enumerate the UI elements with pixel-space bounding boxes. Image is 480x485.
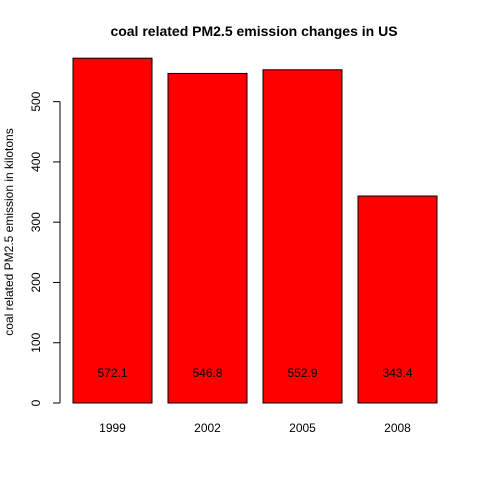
- y-tick-label: 500: [29, 91, 43, 111]
- x-tick-label-1999: 1999: [99, 421, 126, 435]
- bars-group: 572.1 546.8 552.9 343.4: [72, 57, 438, 404]
- y-tick-label: 400: [29, 152, 43, 172]
- y-axis-label: coal related PM2.5 emission in kilotons: [2, 128, 16, 335]
- x-tick-labels: 1999 2002 2005 2008: [99, 421, 411, 435]
- x-tick-label-2008: 2008: [384, 421, 411, 435]
- data-label-2005: 552.9: [287, 366, 317, 380]
- y-axis: 0 100 200 300 400 500: [29, 91, 61, 406]
- data-label-2002: 546.8: [192, 366, 222, 380]
- y-tick-label: 200: [29, 272, 43, 292]
- bar-1999: [72, 57, 153, 404]
- y-tick-label: 300: [29, 212, 43, 232]
- x-tick-label-2002: 2002: [194, 421, 221, 435]
- y-tick-label: 0: [29, 399, 43, 406]
- bar-2005: [262, 69, 343, 404]
- data-label-1999: 572.1: [97, 366, 127, 380]
- y-tick-label: 100: [29, 332, 43, 352]
- chart-title: coal related PM2.5 emission changes in U…: [110, 23, 397, 39]
- x-tick-label-2005: 2005: [289, 421, 316, 435]
- bar-2002: [167, 72, 248, 404]
- bar-2008: [357, 195, 438, 404]
- data-label-2008: 343.4: [382, 366, 412, 380]
